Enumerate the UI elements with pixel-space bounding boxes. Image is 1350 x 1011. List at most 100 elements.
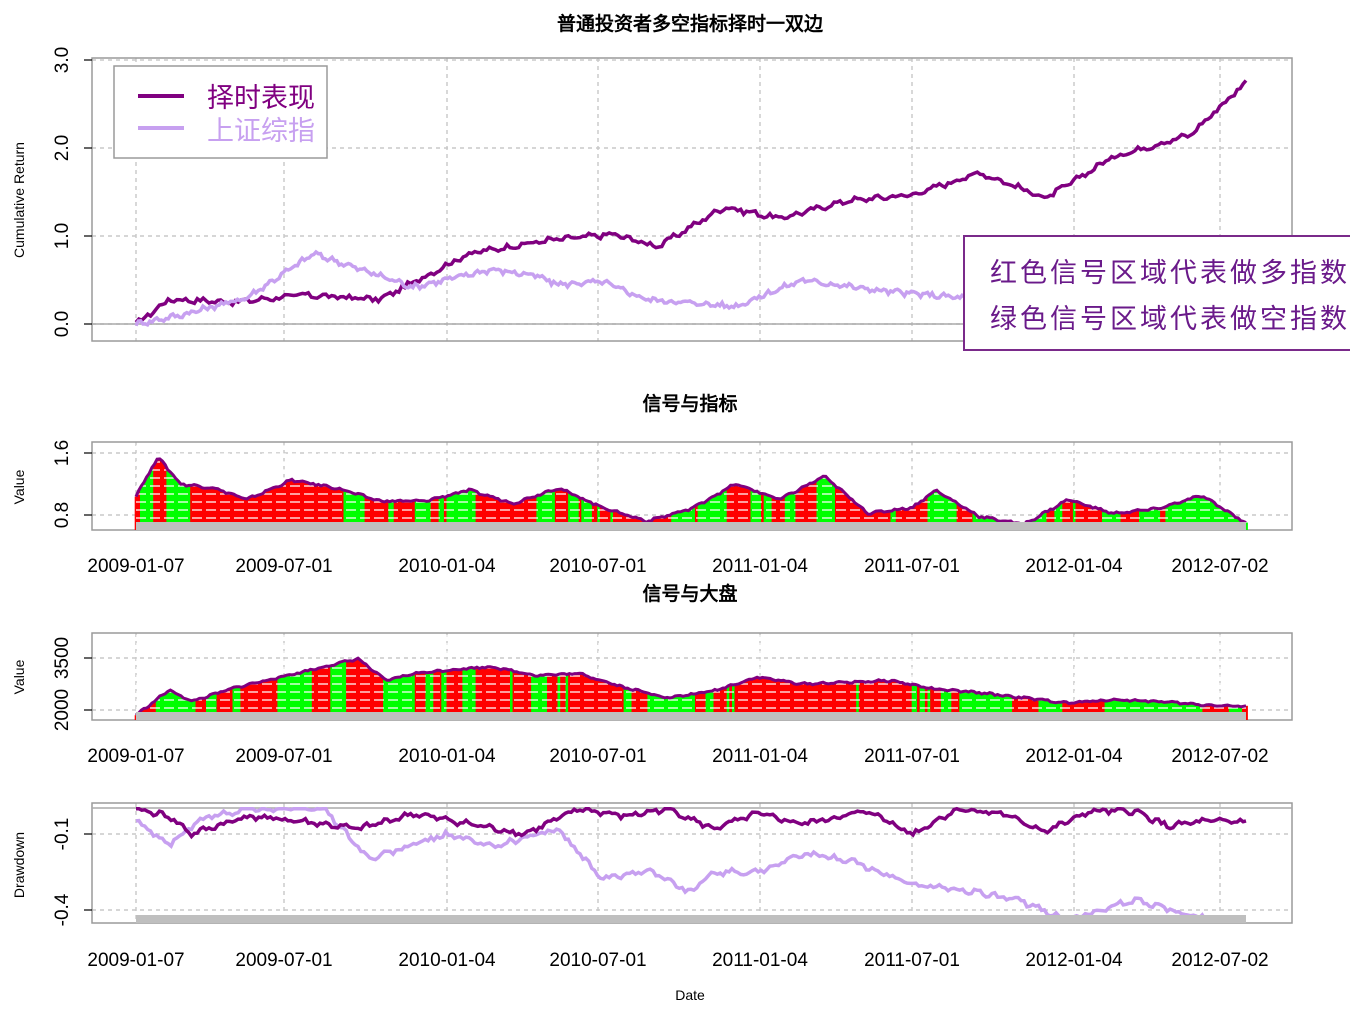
p2-signal-bar-301 [930, 493, 934, 530]
p2-signal-bar-294 [911, 507, 915, 530]
p3-signal-bar-386 [1154, 701, 1158, 720]
p1-ylabel: Cumulative Return [11, 142, 27, 258]
panel-drawdown: -0.4 -0.1 2009-01-07 2009-07-01 2010-01-04 20… [52, 802, 1293, 971]
p2-signal-bar-28 [208, 488, 212, 530]
p2-signal-bar-262 [827, 479, 831, 530]
p3-signal-bar-270 [848, 683, 852, 720]
p2-signal-bar-381 [1141, 510, 1145, 530]
p3-signal-bar-255 [808, 683, 812, 720]
p3-signal-bar-341 [1035, 699, 1040, 720]
p1-series-1 [134, 249, 1014, 327]
p3-signal-bar-38 [235, 686, 239, 720]
p3-signal-bar-268 [843, 682, 847, 720]
p3-signal-bar-64 [303, 670, 307, 720]
p2-signal-bar-284 [885, 511, 889, 530]
p3-signal-bar-225 [729, 684, 733, 720]
p2-signal-bar-25 [200, 487, 204, 530]
p2-signal-bar-114 [436, 497, 440, 530]
p2-signal-bar-180 [610, 511, 614, 530]
p3-signal-bar-133 [486, 666, 490, 720]
p2-signal-bar-174 [594, 503, 598, 530]
p3-signal-bar-250 [795, 684, 799, 720]
p2-signal-bar-108 [420, 500, 424, 530]
p3-signal-bar-156 [547, 674, 551, 720]
p2-signal-bar-163 [565, 490, 569, 530]
p2-signal-bar-129 [475, 491, 479, 530]
p2-signal-bar-21 [190, 485, 194, 530]
p3-signal-bar-357 [1078, 701, 1082, 720]
p2-signal-bar-138 [499, 501, 503, 530]
p2-signal-bar-411 [1220, 508, 1225, 530]
p2-signal-bar-214 [700, 502, 704, 530]
p3-signal-bar-190 [636, 689, 640, 720]
p2-signal-bar-236 [758, 493, 762, 530]
p2-signal-bar-395 [1178, 503, 1182, 530]
p3-signal-bar-288 [895, 681, 899, 720]
p3-signal-bar-58 [288, 674, 292, 720]
p3-signal-bar-162 [562, 673, 566, 720]
p2-signal-bar-183 [618, 512, 622, 530]
p2-signal-bar-178 [605, 509, 609, 530]
p3-signal-bar-169 [581, 673, 585, 720]
p3-signal-bar-223 [724, 687, 728, 720]
p3-signal-bar-385 [1152, 700, 1156, 720]
p3-signal-bar-56 [282, 676, 286, 720]
p3-signal-bar-21 [190, 700, 194, 720]
p2-signal-bar-3 [142, 482, 146, 530]
annotation-line-short: 绿色信号区域代表做空指数 [990, 304, 1350, 335]
p2-signal-bar-246 [784, 495, 788, 530]
p2-signal-bar-312 [959, 506, 963, 530]
p2-signal-bar-399 [1189, 498, 1193, 530]
p3-signal-bar-92 [377, 674, 381, 720]
p3-signal-bar-122 [457, 669, 461, 720]
p2-signal-bar-380 [1139, 510, 1143, 530]
p3-signal-bar-206 [679, 695, 683, 720]
p3-signal-bar-203 [671, 697, 675, 720]
p2-signal-bar-274 [858, 506, 862, 530]
p3-signal-bar-152 [536, 676, 540, 720]
p2-signal-bar-217 [708, 498, 712, 530]
p3-signal-bar-166 [573, 673, 577, 720]
p2-ytick-label-0: 0.8 [52, 502, 73, 528]
p2-value-line [134, 457, 1247, 527]
p3-signal-bar-353 [1067, 703, 1071, 720]
p2-signal-bar-208 [684, 510, 688, 530]
p2-signal-bar-350 [1059, 502, 1063, 530]
p2-signal-bar-283 [882, 512, 886, 530]
p2-signal-bar-243 [776, 498, 781, 530]
p2-signal-bar-133 [486, 494, 490, 530]
p3-signal-bar-217 [708, 691, 712, 720]
p3-signal-bar-134 [488, 666, 492, 720]
p3-signal-bar-360 [1086, 701, 1090, 720]
p3-xtick-label-5: 2011-07-01 [864, 746, 960, 767]
p3-signal-bar-45 [253, 683, 257, 720]
p2-signal-bar-365 [1099, 508, 1103, 530]
p2-signal-bar-273 [856, 504, 860, 530]
p2-signal-bar-89 [369, 498, 374, 530]
p3-signal-bar-126 [467, 667, 471, 720]
p3-signal-bar-375 [1125, 700, 1129, 720]
p2-signal-bar-296 [917, 503, 921, 530]
p2-signal-bar-379 [1136, 509, 1140, 530]
p3-signal-bar-26 [203, 698, 207, 720]
p2-signal-bar-92 [377, 499, 381, 530]
p3-signal-bar-354 [1070, 703, 1074, 720]
p3-signal-bar-308 [948, 690, 952, 720]
p2-signal-bar-86 [362, 494, 366, 530]
p2-signal-bar-400 [1191, 496, 1195, 530]
p3-signal-bar-70 [319, 667, 323, 720]
p3-signal-bar-294 [911, 684, 915, 720]
p3-signal-bar-114 [436, 670, 440, 720]
p3-signal-bar-269 [845, 682, 849, 720]
p2-signal-bar-356 [1075, 501, 1079, 530]
p3-signal-bar-144 [515, 671, 519, 720]
p2-signal-bar-209 [687, 510, 691, 530]
p3-signal-bar-388 [1160, 701, 1164, 720]
p2-signal-bar-154 [541, 493, 545, 530]
p2-signal-bar-22 [192, 484, 196, 530]
p3-signal-bar-193 [644, 692, 648, 720]
p2-signal-bar-85 [359, 493, 363, 530]
p2-signal-bar-368 [1107, 513, 1111, 530]
p2-signal-bar-144 [515, 503, 519, 530]
